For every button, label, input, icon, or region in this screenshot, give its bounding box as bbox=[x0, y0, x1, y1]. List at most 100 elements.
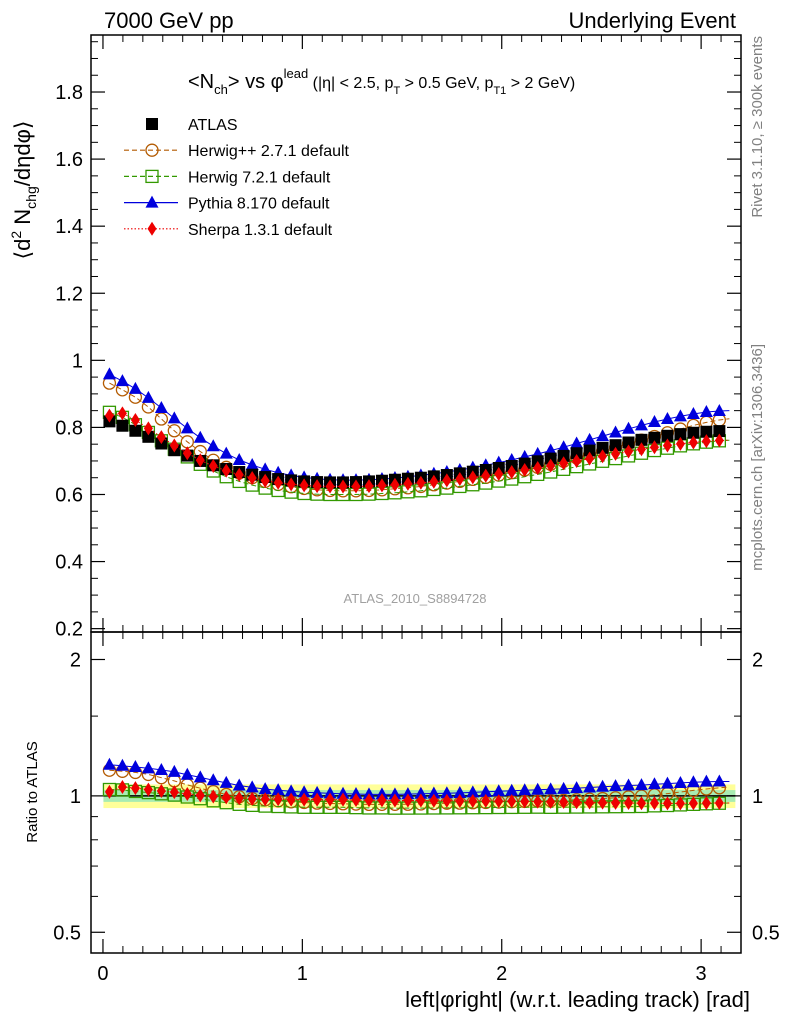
header-right: Underlying Event bbox=[568, 8, 736, 33]
ratio-point bbox=[440, 786, 454, 799]
data-point bbox=[169, 438, 179, 453]
data-point bbox=[429, 474, 439, 489]
ratio-y-ticks: 0.5 0.5 1 1 2 2 bbox=[53, 649, 780, 944]
ratio-point bbox=[531, 782, 545, 795]
data-point bbox=[661, 429, 674, 442]
data-point bbox=[585, 451, 595, 466]
main-y-tick-label: 1.2 bbox=[55, 283, 83, 305]
data-point bbox=[649, 440, 659, 455]
ratio-point bbox=[195, 788, 205, 803]
legend-marker bbox=[147, 221, 157, 236]
ratio-point bbox=[208, 789, 218, 804]
data-point bbox=[390, 477, 400, 492]
ratio-point bbox=[338, 792, 348, 807]
data-point bbox=[351, 479, 361, 494]
data-point bbox=[219, 446, 233, 459]
ratio-point bbox=[572, 795, 582, 810]
ratio-point bbox=[468, 793, 478, 808]
ratio-point bbox=[455, 793, 465, 808]
ratio-point bbox=[234, 791, 244, 806]
data-point bbox=[686, 406, 700, 419]
ratio-point bbox=[245, 780, 259, 793]
data-point bbox=[598, 449, 608, 464]
ratio-point bbox=[390, 793, 400, 808]
data-point bbox=[468, 470, 478, 485]
ratio-point bbox=[128, 759, 142, 772]
legend-label: ATLAS bbox=[188, 117, 238, 134]
data-point bbox=[609, 439, 622, 452]
ratio-y-tick-label: 1 bbox=[70, 786, 81, 808]
ratio-point bbox=[611, 795, 621, 810]
ratio-y-tick-label: 2 bbox=[70, 649, 81, 671]
data-point bbox=[129, 424, 142, 437]
ratio-point bbox=[699, 774, 713, 787]
ratio-point bbox=[429, 793, 439, 808]
ratio-panel: 0.5 0.5 1 1 2 2 0 1 2 3 Ratio to ATLAS left|φrig… bbox=[24, 35, 780, 1012]
data-point bbox=[699, 404, 713, 417]
data-point bbox=[221, 463, 231, 478]
data-point bbox=[701, 434, 711, 449]
data-point bbox=[455, 472, 465, 487]
data-point bbox=[687, 426, 700, 439]
data-point bbox=[596, 429, 610, 442]
data-point bbox=[481, 468, 491, 483]
data-point bbox=[611, 446, 621, 461]
data-point bbox=[247, 471, 257, 486]
main-y-tick-label: 1.8 bbox=[55, 82, 83, 104]
data-point bbox=[128, 381, 142, 394]
ratio-y-tick-label-right: 0.5 bbox=[752, 922, 780, 944]
ratio-point bbox=[403, 793, 413, 808]
data-point bbox=[141, 390, 155, 403]
data-point bbox=[544, 443, 558, 456]
ratio-point bbox=[297, 785, 311, 798]
data-point bbox=[102, 367, 116, 380]
ratio-frame bbox=[90, 631, 742, 954]
ratio-point bbox=[442, 793, 452, 808]
legend-label: Pythia 8.170 default bbox=[188, 196, 330, 213]
data-point bbox=[117, 406, 127, 421]
legend-item: ATLAS bbox=[146, 117, 238, 134]
ratio-point bbox=[479, 784, 493, 797]
data-point bbox=[557, 449, 570, 462]
ratio-y-axis-label: Ratio to ATLAS bbox=[24, 741, 41, 842]
data-point bbox=[660, 412, 674, 425]
ratio-point bbox=[675, 796, 685, 811]
series-line bbox=[109, 411, 730, 495]
legend-marker bbox=[146, 118, 158, 130]
data-point bbox=[673, 409, 687, 422]
ratio-point bbox=[505, 783, 519, 796]
series-3 bbox=[102, 367, 730, 486]
data-point bbox=[416, 475, 426, 490]
ratio-point bbox=[284, 784, 298, 797]
plot-title: <Nch> vs φlead (|η| < 2.5, pT > 0.5 GeV,… bbox=[188, 66, 575, 97]
data-point bbox=[674, 428, 687, 441]
ratio-point bbox=[557, 781, 571, 794]
data-point bbox=[195, 453, 205, 468]
legend-label: Herwig++ 2.7.1 default bbox=[188, 143, 350, 160]
main-y-tick-label: 0.8 bbox=[55, 417, 83, 439]
ratio-point bbox=[180, 767, 194, 780]
data-point bbox=[116, 419, 129, 432]
data-point bbox=[544, 452, 557, 465]
main-series-group bbox=[102, 367, 730, 502]
data-point bbox=[182, 446, 192, 461]
ratio-series-4 bbox=[104, 780, 730, 811]
data-point bbox=[403, 476, 413, 491]
ratio-point bbox=[520, 794, 530, 809]
data-point bbox=[648, 431, 661, 444]
ratio-point bbox=[323, 786, 337, 799]
ratio-point bbox=[494, 794, 504, 809]
data-point bbox=[596, 441, 609, 454]
ratio-point bbox=[559, 795, 569, 810]
data-point bbox=[206, 439, 220, 452]
ratio-point bbox=[660, 776, 674, 789]
data-point bbox=[193, 430, 207, 443]
ratio-point bbox=[141, 761, 155, 774]
main-y-tick-label: 1 bbox=[72, 350, 83, 372]
ratio-point bbox=[273, 792, 283, 807]
data-point bbox=[154, 400, 168, 413]
data-point bbox=[662, 438, 672, 453]
data-point bbox=[559, 456, 569, 471]
data-point bbox=[273, 475, 283, 490]
data-point bbox=[622, 436, 635, 449]
